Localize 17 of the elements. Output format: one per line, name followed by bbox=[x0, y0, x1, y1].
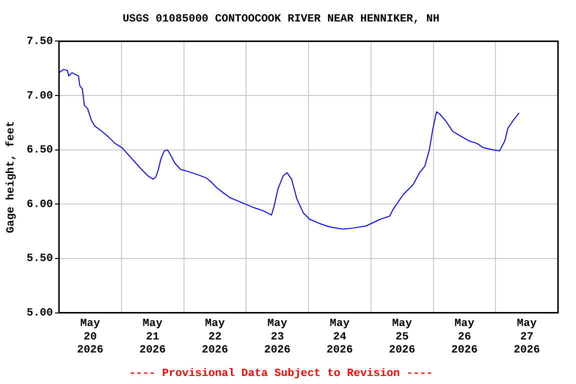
y-tick-label: 5.50 bbox=[26, 253, 53, 266]
y-axis-title: Gage height, feet bbox=[4, 120, 18, 234]
y-tick-label: 6.00 bbox=[26, 198, 53, 211]
x-tick-label: May 22 2026 bbox=[202, 318, 228, 357]
x-tick-label: May 25 2026 bbox=[388, 318, 416, 357]
y-tick-label: 6.50 bbox=[26, 144, 53, 157]
text: ---- Provisional Data Subject to Revision ---- bbox=[129, 368, 433, 380]
x-tick-label: May 24 2026 bbox=[326, 318, 353, 357]
y-tick-label: 5.00 bbox=[26, 308, 53, 320]
x-tick-label: May 27 2026 bbox=[514, 318, 540, 357]
x-tick-label: May 21 2026 bbox=[139, 318, 166, 357]
x-tick-label: May 20 2026 bbox=[76, 318, 104, 357]
x-tick-label: May 23 2026 bbox=[264, 318, 291, 357]
y-tick-label: 7.50 bbox=[26, 36, 53, 48]
y-tick-label: 7.00 bbox=[26, 90, 53, 102]
x-tick-label: May 26 2026 bbox=[451, 318, 478, 357]
chart-title: USGS 01085000 CONTOOCOOK RIVER NEAR HENNIKER, NH bbox=[122, 13, 440, 26]
